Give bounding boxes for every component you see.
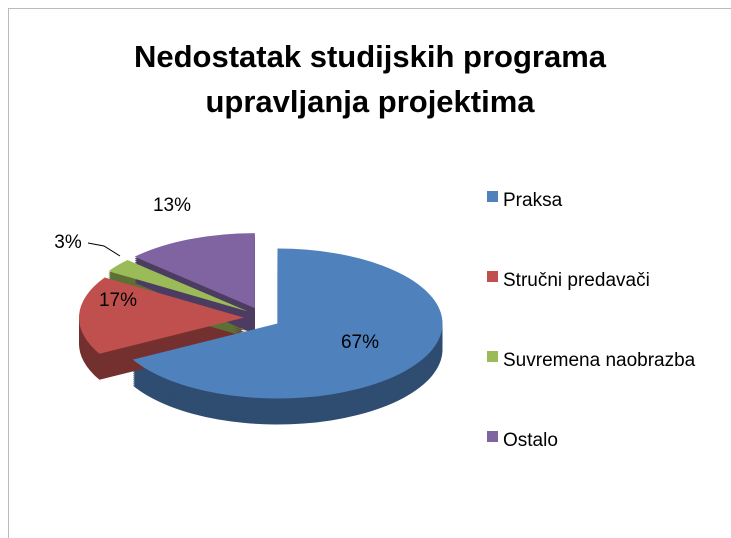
legend-swatch [487,191,498,202]
slice [132,248,443,399]
legend-swatch [487,431,498,442]
data-label: 67% [341,332,379,353]
data-label: 17% [99,290,137,311]
slice [134,233,255,309]
legend-label: Praksa [503,190,563,211]
slice [108,260,248,312]
legend-label: Suvremena naobrazba [503,350,696,371]
leader-line [87,242,121,257]
legend-label: Ostalo [503,430,558,451]
data-label: 13% [153,195,191,216]
legend-swatch [487,351,498,362]
chart-border [8,8,731,538]
legend-label: Stručni predavači [503,270,650,291]
slice [79,277,245,354]
data-label: 3% [54,232,82,253]
legend-swatch [487,271,498,282]
chart-title: Nedostatak studijskih programa upravljan… [133,39,606,119]
